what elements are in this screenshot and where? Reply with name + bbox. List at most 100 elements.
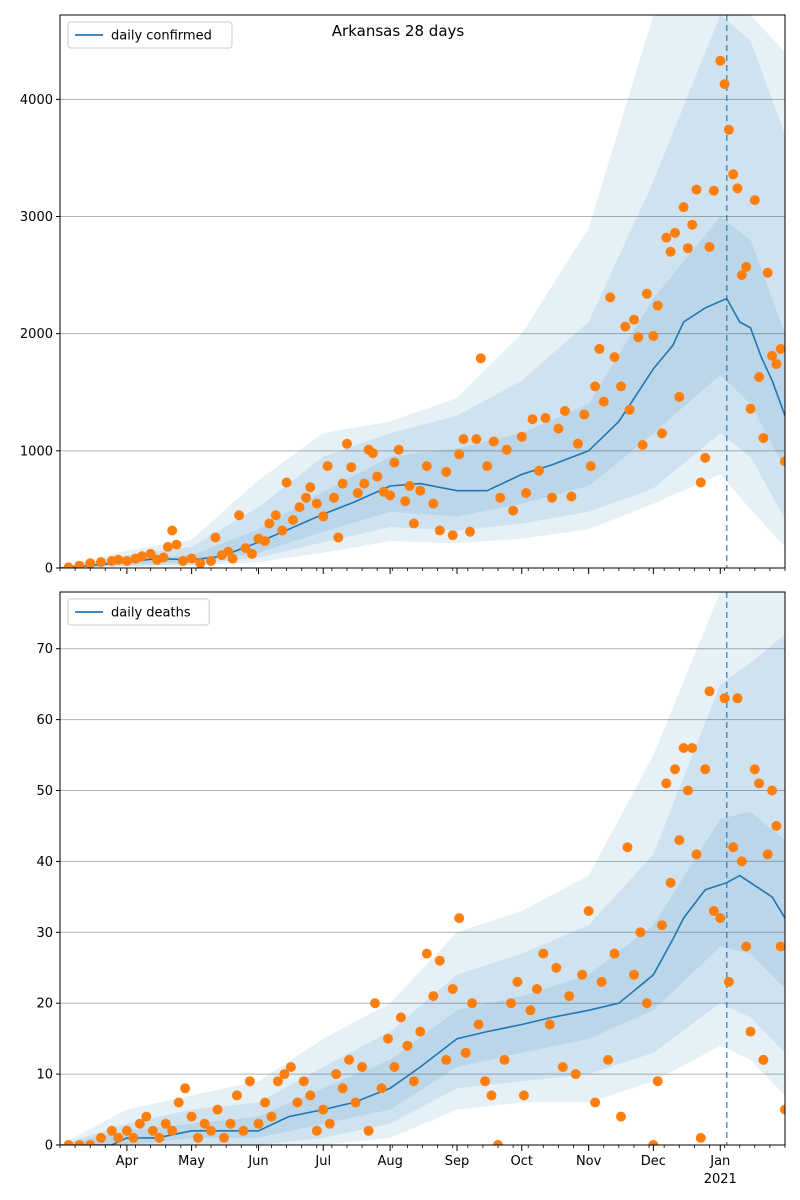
y-tick-label: 1000 [20, 444, 53, 459]
data-point [641, 288, 652, 299]
data-point [238, 1125, 249, 1136]
data-point [704, 686, 715, 697]
data-point [193, 1132, 204, 1143]
data-point [285, 1062, 296, 1072]
data-point [400, 496, 411, 507]
data-point [359, 478, 370, 489]
data-point [154, 1132, 165, 1143]
data-point [247, 548, 257, 559]
data-point [775, 343, 785, 354]
data-point [279, 1069, 290, 1080]
data-point [137, 551, 147, 562]
legend-box [67, 598, 210, 626]
data-point [566, 491, 577, 502]
plot-area [60, 15, 785, 568]
legend-label: daily deaths [111, 606, 191, 621]
data-point [736, 270, 747, 281]
data-point [428, 498, 439, 509]
figure-title: Arkansas 28 days [332, 22, 465, 40]
data-point [85, 558, 96, 568]
data-point [637, 440, 648, 450]
data-point [501, 444, 512, 455]
y-tick-label: 10 [36, 1068, 53, 1083]
data-point [467, 998, 478, 1009]
data-point [572, 438, 583, 449]
data-point [499, 1054, 510, 1065]
data-point [732, 183, 743, 194]
data-point [657, 920, 667, 931]
data-point [719, 79, 730, 90]
data-point [134, 1118, 145, 1129]
data-point [728, 842, 739, 853]
data-point [454, 913, 465, 924]
data-point [305, 1090, 316, 1101]
data-point [603, 1054, 614, 1065]
data-point [318, 1104, 329, 1115]
data-point [160, 1118, 171, 1129]
data-point [357, 1062, 368, 1072]
data-point [708, 906, 719, 916]
data-point [404, 481, 415, 491]
data-point [342, 438, 352, 449]
data-point [629, 969, 639, 980]
data-point [609, 352, 620, 363]
data-point [344, 1054, 355, 1065]
data-point [708, 185, 719, 196]
data-point [434, 955, 445, 966]
uncertainty-band-middle [60, 15, 785, 568]
data-point [551, 962, 562, 973]
data-point [512, 976, 523, 987]
data-point [281, 477, 292, 488]
data-point [195, 558, 206, 568]
data-point [516, 431, 527, 442]
data-point [648, 1140, 659, 1145]
data-point [288, 515, 298, 525]
data-point [402, 1040, 413, 1051]
data-point [145, 548, 156, 559]
data-point [171, 539, 182, 550]
data-point [447, 984, 458, 994]
data-point [240, 543, 251, 554]
data-point [465, 526, 475, 537]
x-tick-label: Aug [377, 1154, 402, 1169]
data-point [767, 785, 778, 796]
data-point [557, 1062, 568, 1072]
data-point [421, 948, 432, 959]
data-point [674, 391, 685, 402]
data-point [564, 991, 575, 1002]
data-point [534, 465, 544, 476]
data-point [687, 743, 698, 753]
data-point [723, 124, 734, 135]
data-point [745, 403, 756, 414]
data-point [661, 232, 672, 243]
data-point [128, 1132, 139, 1143]
data-point [493, 1140, 503, 1145]
data-point [454, 449, 465, 460]
data-point [775, 941, 785, 952]
data-point [63, 1140, 74, 1145]
data-point [74, 560, 85, 568]
data-point [180, 1083, 191, 1094]
data-point [337, 1083, 348, 1094]
y-tick-label: 20 [36, 997, 53, 1012]
data-point [458, 434, 469, 445]
data-point [408, 1076, 419, 1087]
data-point [758, 1054, 769, 1065]
data-point [186, 553, 197, 564]
data-point [767, 350, 778, 361]
data-point [367, 448, 378, 459]
data-point [590, 381, 601, 392]
data-point [277, 525, 288, 536]
data-point [121, 1125, 132, 1136]
data-point [292, 1097, 303, 1108]
data-point [488, 436, 499, 447]
x-tick-label: Jan [709, 1154, 730, 1169]
data-point [665, 877, 676, 888]
y-tick-label: 0 [45, 562, 53, 577]
confirmed-panel: 0 1000 2000 3000 4000 daily confirmed [20, 14, 786, 577]
data-point [385, 490, 396, 501]
data-point [460, 1047, 471, 1058]
data-point [682, 243, 693, 254]
data-point [691, 184, 702, 195]
data-point [121, 556, 132, 566]
